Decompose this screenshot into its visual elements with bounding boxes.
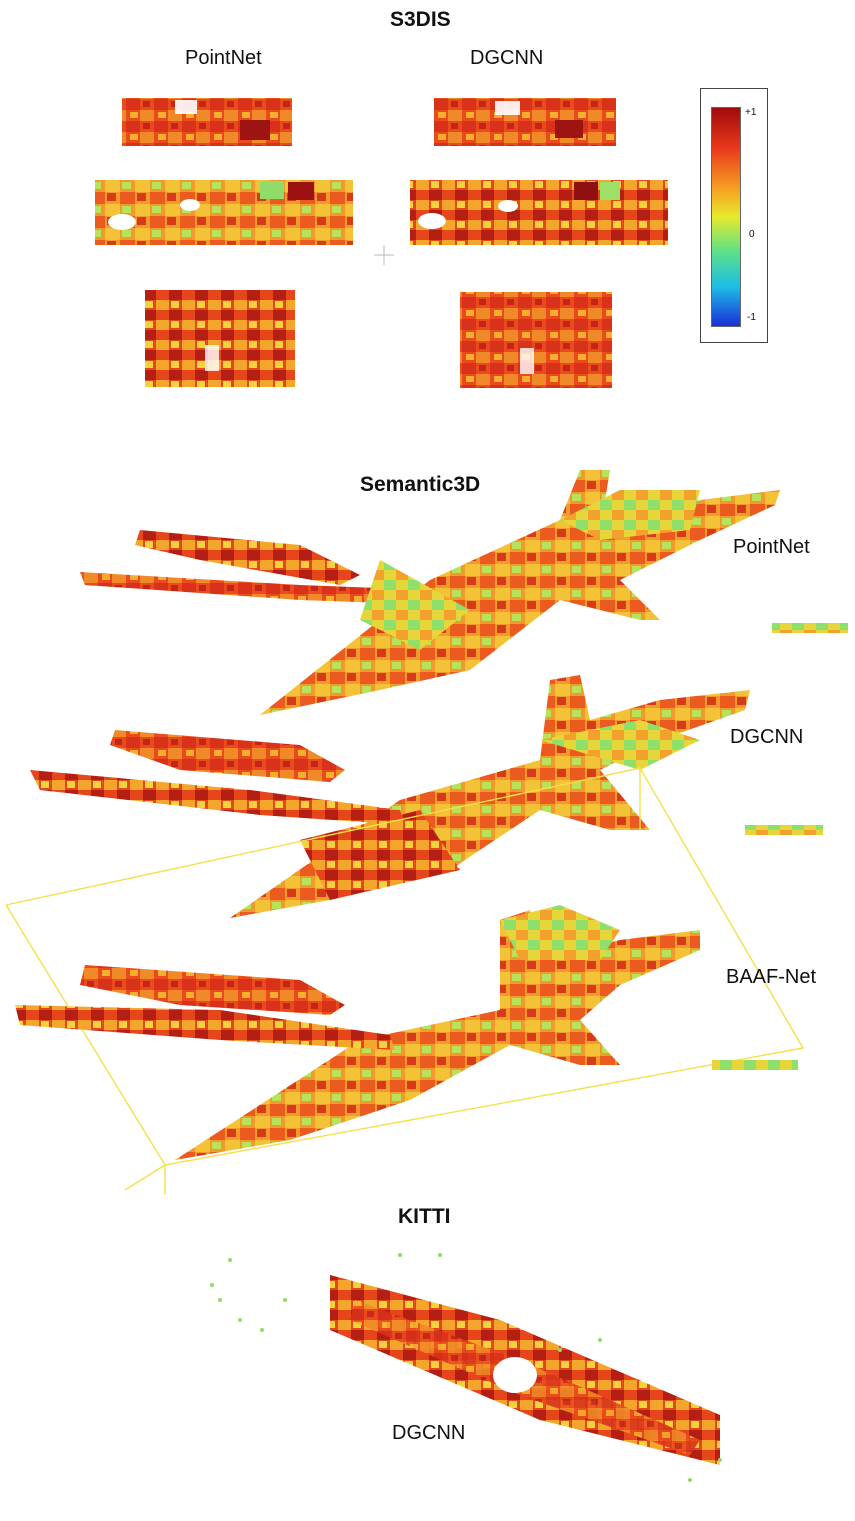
colorbar-gradient xyxy=(711,107,741,327)
semantic3d-pointnet-scan xyxy=(80,470,848,715)
s3dis-dgcnn-area1 xyxy=(434,98,616,146)
semantic3d-title: Semantic3D xyxy=(360,473,481,496)
kitti-title: KITTI xyxy=(398,1205,451,1228)
kitti-vehicle-gap xyxy=(493,1357,537,1393)
s3dis-title: S3DIS xyxy=(390,8,451,31)
semantic3d-baafnet-label: BAAF-Net xyxy=(726,966,817,988)
kitti-scan xyxy=(210,1253,722,1482)
s3dis-pointnet-label: PointNet xyxy=(185,47,262,69)
colorbar-mid-label: 0 xyxy=(749,229,755,240)
colorbar-max-label: +1 xyxy=(745,107,757,118)
s3dis-pointnet-area2 xyxy=(95,180,353,245)
kitti-scatter xyxy=(210,1253,722,1482)
semantic3d-dgcnn-scan xyxy=(30,675,823,918)
s3dis-dgcnn-area3 xyxy=(460,292,612,388)
semantic3d-pointnet-label: PointNet xyxy=(733,536,810,558)
semantic3d-bounding-box xyxy=(5,767,805,1195)
colorbar-min-label: -1 xyxy=(747,312,756,323)
s3dis-dgcnn-area2 xyxy=(410,180,668,245)
s3dis-pointnet-scans xyxy=(95,98,353,387)
s3dis-dgcnn-label: DGCNN xyxy=(470,47,544,69)
crosshair-marker xyxy=(374,245,394,265)
kitti-dgcnn-label: DGCNN xyxy=(392,1422,466,1444)
semantic3d-dgcnn-label: DGCNN xyxy=(730,726,804,748)
s3dis-pointnet-area3 xyxy=(145,290,295,387)
s3dis-dgcnn-scans xyxy=(410,98,668,388)
colorbar: +1 0 -1 xyxy=(700,88,768,343)
semantic3d-baafnet-scan xyxy=(15,905,798,1160)
